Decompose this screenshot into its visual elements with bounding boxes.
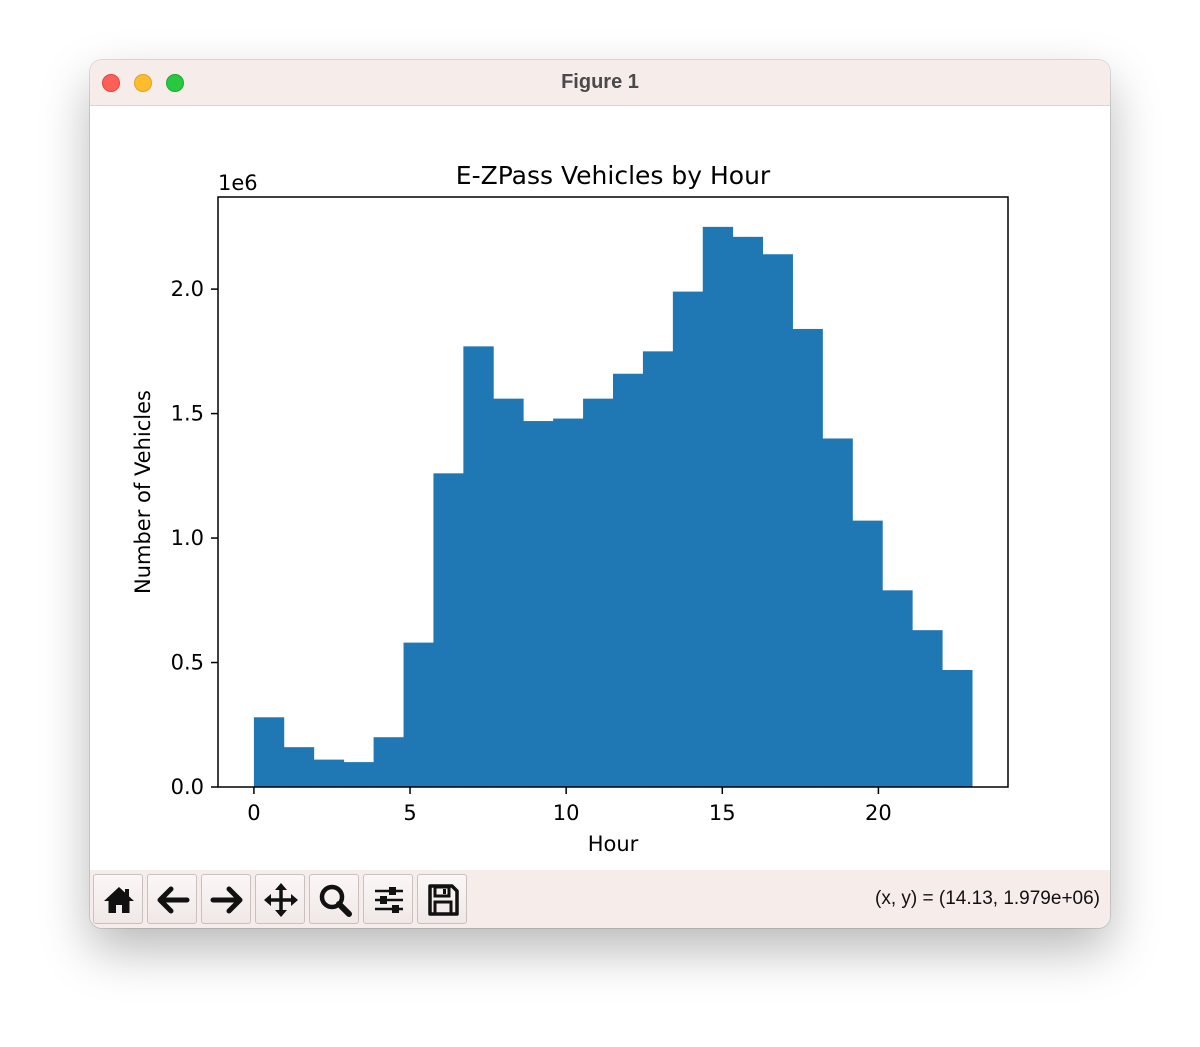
window-title: Figure 1 bbox=[561, 71, 639, 93]
y-tick-label: 1.5 bbox=[171, 402, 204, 426]
histogram-bar-14 bbox=[672, 291, 704, 787]
x-tick-label: 0 bbox=[247, 801, 260, 825]
chart-title: E-ZPass Vehicles by Hour bbox=[456, 161, 771, 190]
forward-button[interactable] bbox=[201, 874, 251, 924]
histogram-bar-2 bbox=[313, 759, 345, 787]
configure-subplots-button[interactable] bbox=[363, 874, 413, 924]
y-tick-label: 0.0 bbox=[171, 775, 204, 799]
histogram-bar-11 bbox=[583, 398, 614, 787]
y-axis-label: Number of Vehicles bbox=[131, 390, 155, 594]
histogram-bar-9 bbox=[523, 421, 554, 787]
y-ticks: 0.0 0.5 1.0 1.5 2.0 bbox=[171, 277, 218, 799]
y-tick-label: 1.0 bbox=[171, 526, 204, 550]
histogram-bar-16 bbox=[732, 236, 764, 787]
title-bar: Figure 1 bbox=[90, 60, 1110, 106]
histogram-bar-7 bbox=[463, 346, 494, 787]
x-tick-label: 5 bbox=[403, 801, 416, 825]
x-tick-label: 15 bbox=[709, 801, 736, 825]
navigation-toolbar: (x, y) = (14.13, 1.979e+06) bbox=[90, 870, 1110, 928]
histogram-bar-1 bbox=[283, 747, 315, 787]
x-axis-label: Hour bbox=[588, 832, 639, 856]
histogram-chart[interactable]: 0 5 10 15 20 0.0 0.5 1.0 1.5 2.0 E-ZPass Vehicle… bbox=[90, 106, 1110, 870]
back-button[interactable] bbox=[147, 874, 197, 924]
axes-frame bbox=[217, 196, 1009, 788]
histogram-bar-4 bbox=[373, 737, 404, 787]
maximize-button[interactable] bbox=[166, 74, 184, 92]
sliders-icon bbox=[375, 887, 403, 913]
y-tick-label: 2.0 bbox=[171, 277, 204, 301]
x-tick-label: 10 bbox=[553, 801, 580, 825]
histogram-bar-0 bbox=[253, 717, 285, 787]
minimize-button[interactable] bbox=[134, 74, 152, 92]
histogram-bar-8 bbox=[493, 398, 524, 787]
histogram-bar-15 bbox=[702, 226, 734, 787]
pan-button[interactable] bbox=[255, 874, 305, 924]
x-ticks: 0 5 10 15 20 bbox=[247, 787, 892, 825]
zoom-button[interactable] bbox=[309, 874, 359, 924]
arrow-left-icon bbox=[157, 886, 190, 914]
histogram-bar-20 bbox=[852, 520, 883, 787]
histogram-bar-21 bbox=[882, 590, 913, 787]
offset-text: 1e6 bbox=[218, 171, 258, 195]
save-icon bbox=[428, 884, 459, 916]
histogram-bar-18 bbox=[792, 328, 823, 787]
histogram-bar-22 bbox=[912, 630, 943, 787]
save-button[interactable] bbox=[417, 874, 467, 924]
x-tick-label: 20 bbox=[865, 801, 892, 825]
histogram-bar-23 bbox=[942, 669, 973, 787]
histogram-bar-3 bbox=[343, 762, 374, 787]
histogram-bar-6 bbox=[433, 473, 464, 787]
home-icon bbox=[104, 887, 134, 913]
figure-window: Figure 1 0 5 10 15 20 0.0 0.5 1.0 1.5 2.0 E-ZPas… bbox=[90, 60, 1110, 928]
histogram-bar-12 bbox=[613, 373, 644, 787]
histogram-bar-19 bbox=[822, 438, 853, 787]
close-button[interactable] bbox=[102, 74, 120, 92]
arrow-right-icon bbox=[210, 886, 243, 914]
histogram-bar-13 bbox=[642, 351, 674, 787]
figure-canvas[interactable]: 0 5 10 15 20 0.0 0.5 1.0 1.5 2.0 E-ZPass Vehicle… bbox=[90, 106, 1110, 870]
histogram-bar-17 bbox=[762, 254, 793, 787]
histogram-bar-5 bbox=[403, 642, 434, 787]
cursor-coordinates: (x, y) = (14.13, 1.979e+06) bbox=[875, 888, 1100, 909]
search-icon bbox=[319, 884, 352, 917]
bars-group bbox=[253, 226, 973, 787]
y-tick-label: 0.5 bbox=[171, 651, 204, 675]
histogram-bar-10 bbox=[553, 418, 584, 787]
move-icon bbox=[264, 883, 298, 917]
home-button[interactable] bbox=[93, 874, 143, 924]
